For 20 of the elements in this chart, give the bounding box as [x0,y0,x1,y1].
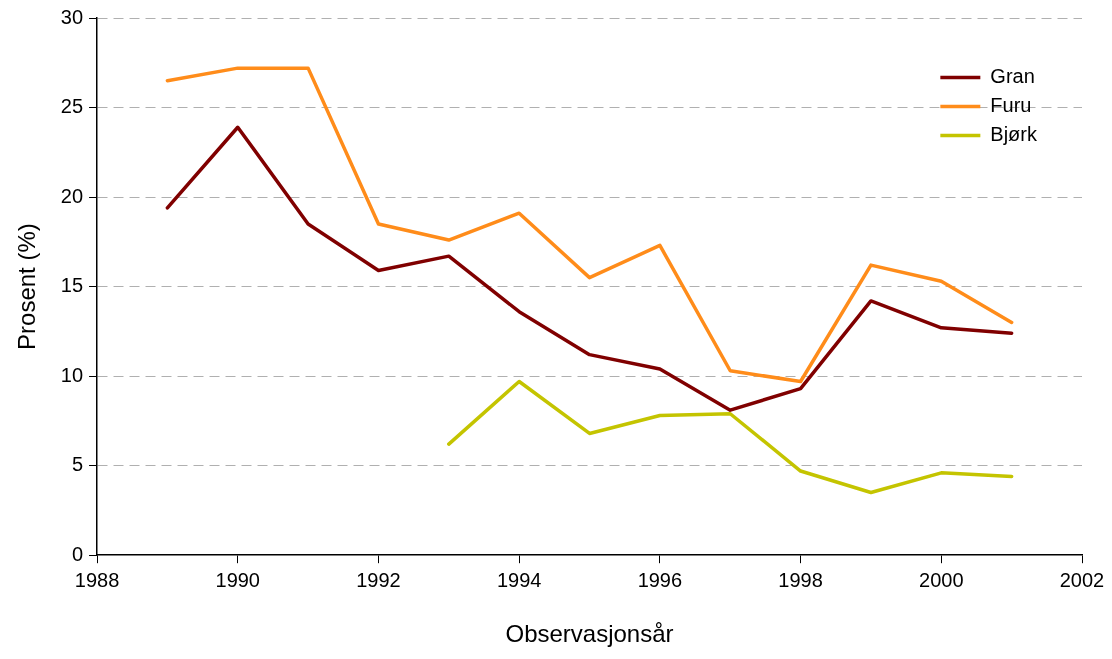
y-tick-label: 0 [71,542,84,565]
y-tick-label: 25 [60,95,84,118]
x-tick-label: 1992 [356,568,401,591]
x-tick-label: 1994 [496,568,542,591]
x-tick-label: 1990 [215,568,260,591]
legend-label: Furu [990,94,1032,117]
x-tick-label: 1988 [74,568,120,591]
y-tick-label: 10 [60,363,84,386]
x-tick-label: 2002 [1059,568,1105,591]
legend-label: Gran [990,65,1035,88]
y-tick-label: 30 [60,5,84,28]
legend-label: Bjørk [990,123,1038,146]
x-axis-title: Observasjonsår [505,620,674,648]
y-tick-label: 5 [71,453,84,476]
x-tick-label: 2000 [919,568,964,591]
y-axis-title: Prosent (%) [13,223,41,350]
x-tick-label: 1996 [637,568,683,591]
y-tick-label: 20 [60,184,84,207]
y-tick-label: 15 [60,274,84,297]
x-tick-label: 1998 [778,568,823,591]
